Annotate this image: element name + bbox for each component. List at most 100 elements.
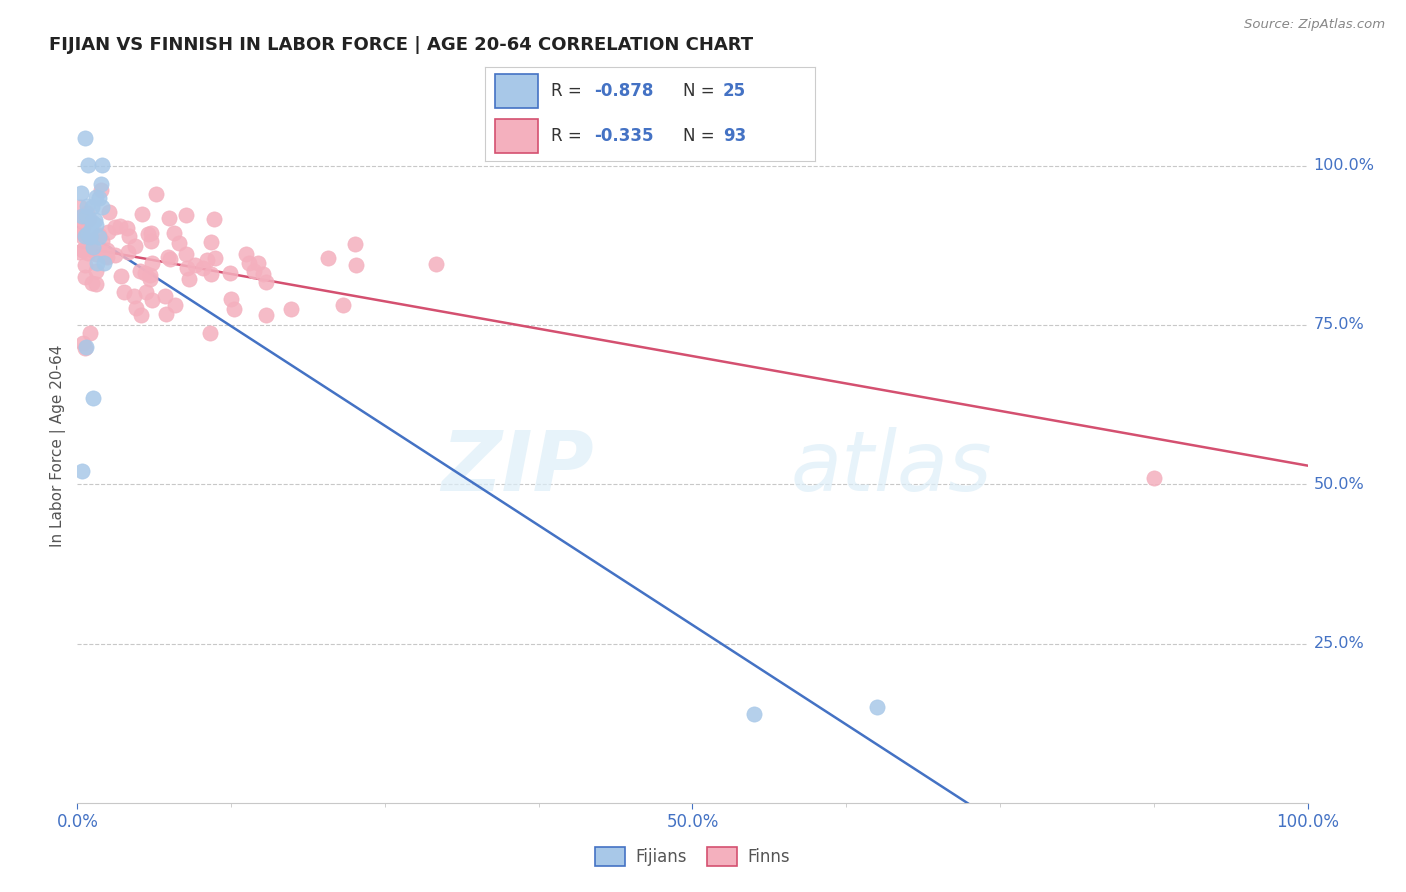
Text: 100.0%: 100.0%: [1313, 158, 1375, 173]
Point: [77, 246, 100, 260]
Point: [80, 233, 103, 247]
Text: FIJIAN VS FINNISH IN LABOR FORCE | AGE 20-64 CORRELATION CHART: FIJIAN VS FINNISH IN LABOR FORCE | AGE 2…: [49, 36, 754, 54]
Text: N =: N =: [683, 82, 720, 100]
Point: [70, 186, 93, 201]
Point: [138, 271, 160, 285]
Point: [96, 243, 118, 257]
Point: [118, 228, 141, 243]
Point: [73, 229, 96, 244]
Point: [110, 268, 132, 283]
Point: [84, 190, 107, 204]
Point: [136, 227, 159, 242]
Point: [90, 158, 114, 172]
Point: [79, 229, 101, 244]
Point: [82, 276, 104, 290]
Point: [344, 237, 367, 252]
Point: [89, 229, 111, 244]
Point: [200, 267, 222, 281]
Point: [90, 234, 112, 248]
Text: Source: ZipAtlas.com: Source: ZipAtlas.com: [1244, 18, 1385, 31]
Point: [73, 270, 96, 285]
Point: [115, 221, 138, 235]
Point: [75, 340, 97, 354]
Point: [70, 212, 93, 227]
Point: [135, 285, 157, 300]
Point: [139, 226, 162, 240]
Point: [90, 200, 114, 214]
Point: [79, 230, 101, 244]
Point: [94, 246, 117, 260]
Point: [122, 289, 145, 303]
Text: R =: R =: [551, 128, 588, 145]
Point: [155, 307, 177, 321]
Text: 25.0%: 25.0%: [1313, 636, 1364, 651]
Point: [219, 292, 242, 306]
Point: [332, 298, 354, 312]
Point: [82, 200, 104, 214]
Point: [254, 308, 277, 322]
Point: [128, 264, 150, 278]
Point: [72, 229, 94, 244]
Point: [108, 219, 131, 234]
Point: [77, 158, 100, 172]
Point: [72, 336, 94, 351]
Point: [124, 239, 146, 253]
Text: 75.0%: 75.0%: [1313, 318, 1364, 333]
Point: [76, 227, 98, 242]
Y-axis label: In Labor Force | Age 20-64: In Labor Force | Age 20-64: [51, 345, 66, 547]
Point: [866, 700, 889, 714]
Point: [235, 247, 257, 261]
Point: [82, 391, 104, 405]
Text: atlas: atlas: [792, 427, 993, 508]
Point: [72, 243, 94, 257]
Point: [86, 246, 108, 260]
Point: [80, 243, 103, 257]
Point: [97, 225, 120, 239]
Point: [87, 227, 110, 242]
Point: [280, 301, 302, 316]
Point: [141, 256, 163, 270]
Point: [198, 326, 221, 341]
Point: [72, 243, 94, 257]
Text: R =: R =: [551, 82, 588, 100]
Point: [163, 297, 186, 311]
Point: [254, 275, 277, 289]
Point: [76, 199, 98, 213]
Point: [742, 706, 765, 721]
Point: [73, 131, 96, 145]
Point: [179, 272, 201, 286]
Point: [153, 289, 176, 303]
Text: 93: 93: [723, 128, 747, 145]
Point: [70, 209, 93, 223]
Point: [183, 259, 205, 273]
Point: [75, 209, 97, 223]
Point: [141, 293, 163, 307]
Point: [79, 326, 101, 340]
Point: [98, 204, 121, 219]
Point: [222, 301, 245, 316]
Point: [344, 258, 367, 272]
Text: 25: 25: [723, 82, 747, 100]
Point: [246, 256, 269, 270]
Point: [84, 263, 107, 277]
Point: [70, 465, 93, 479]
Point: [195, 253, 218, 268]
Point: [70, 226, 93, 240]
Text: -0.878: -0.878: [595, 82, 654, 100]
Point: [238, 256, 260, 270]
Point: [316, 252, 339, 266]
Point: [93, 256, 115, 270]
Point: [193, 260, 215, 275]
Point: [69, 210, 91, 224]
Point: [73, 342, 96, 356]
Legend: Fijians, Finns: Fijians, Finns: [589, 840, 796, 873]
Text: -0.335: -0.335: [595, 128, 654, 145]
Point: [176, 208, 198, 222]
Point: [425, 257, 447, 271]
Point: [73, 258, 96, 272]
Point: [82, 215, 104, 229]
FancyBboxPatch shape: [495, 74, 538, 108]
Point: [131, 207, 153, 221]
Point: [79, 211, 101, 226]
Point: [243, 264, 266, 278]
